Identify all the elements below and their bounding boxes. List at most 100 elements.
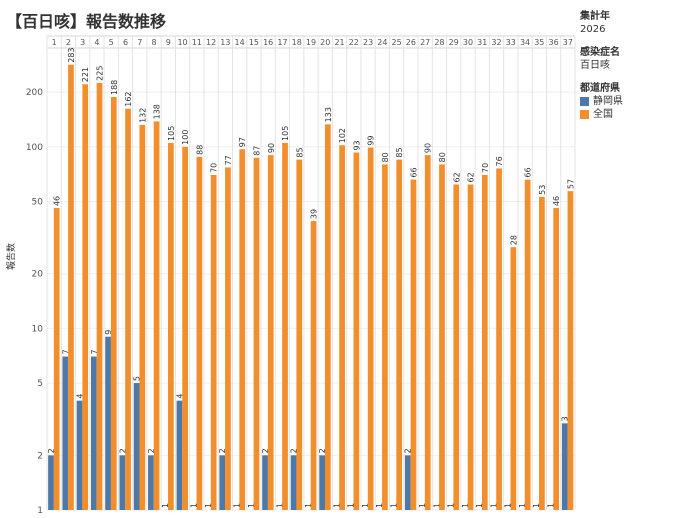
data-label: 2 (47, 448, 56, 453)
legend-item-shizuoka[interactable]: 静岡県 (580, 95, 623, 108)
x-tick-label: 4 (94, 38, 99, 47)
data-label: 57 (566, 179, 575, 189)
x-tick-label: 7 (137, 38, 142, 47)
data-label: 46 (552, 196, 561, 206)
x-tick-label: 14 (235, 38, 245, 47)
data-label: 28 (509, 235, 518, 245)
bar-national (239, 149, 246, 510)
bar-national (324, 124, 331, 510)
bar-national (139, 124, 146, 511)
x-tick-label: 5 (109, 38, 114, 47)
x-tick-label: 25 (392, 38, 402, 47)
bar-shizuoka (90, 356, 97, 510)
legend-title: 都道府県 (580, 83, 620, 94)
y-tick-label: 100 (26, 143, 43, 153)
bar-shizuoka (148, 455, 154, 510)
data-label: 97 (238, 137, 247, 147)
data-label: 100 (181, 130, 190, 145)
legend: 都道府県 静岡県 全国 (580, 82, 623, 121)
legend-swatch-shizuoka (580, 97, 589, 106)
data-label: 7 (90, 349, 99, 354)
data-label: 99 (367, 135, 376, 145)
data-label: 62 (452, 172, 461, 182)
disease-label: 感染症名 (580, 47, 620, 58)
bar-national (382, 164, 388, 510)
year-filter[interactable]: 集計年 2026 (580, 10, 623, 36)
bar-national (310, 221, 317, 510)
data-label: 1 (233, 503, 242, 508)
bar-national (296, 159, 303, 510)
x-tick-label: 34 (520, 38, 530, 47)
bar-national (282, 142, 288, 510)
data-label: 1 (447, 503, 456, 508)
data-label: 1 (504, 503, 513, 508)
x-tick-label: 9 (166, 38, 171, 47)
bar-national (567, 191, 574, 511)
x-tick-label: 29 (449, 38, 459, 47)
data-label: 1 (432, 503, 441, 508)
data-label: 7 (61, 349, 70, 354)
x-tick-label: 23 (363, 38, 373, 47)
legend-item-national[interactable]: 全国 (580, 108, 623, 121)
bar-national (467, 184, 474, 511)
bar-shizuoka (404, 455, 411, 510)
data-label: 2 (147, 448, 156, 453)
x-tick-label: 19 (306, 38, 316, 47)
data-label: 2 (290, 448, 299, 453)
bar-national (53, 208, 60, 510)
data-label: 1 (204, 503, 213, 508)
x-tick-label: 32 (491, 38, 501, 47)
data-label: 1 (546, 503, 555, 508)
data-label: 162 (124, 91, 133, 106)
data-label: 1 (532, 503, 541, 508)
x-tick-label: 30 (463, 38, 473, 47)
y-tick-label: 5 (37, 379, 43, 389)
disease-filter[interactable]: 感染症名 百日咳 (580, 46, 623, 72)
x-tick-label: 3 (80, 38, 85, 47)
x-tick-label: 15 (249, 38, 259, 47)
bar-national (153, 121, 160, 511)
bar-shizuoka (119, 455, 126, 510)
bar-shizuoka (262, 455, 268, 510)
bar-national (196, 156, 203, 511)
x-tick-label: 10 (177, 38, 187, 47)
y-tick-label: 20 (32, 270, 44, 280)
x-tick-label: 2 (66, 38, 71, 47)
data-label: 1 (347, 503, 356, 508)
data-label: 1 (361, 503, 370, 508)
x-tick-label: 17 (277, 38, 287, 47)
data-label: 105 (281, 126, 290, 141)
bar-national (182, 146, 188, 510)
y-tick-label: 2 (37, 451, 43, 461)
data-label: 221 (81, 67, 90, 82)
data-label: 1 (489, 503, 498, 508)
x-tick-label: 11 (192, 38, 202, 47)
bar-shizuoka (48, 455, 54, 510)
data-label: 70 (210, 163, 219, 173)
bar-national (424, 155, 431, 510)
data-label: 1 (461, 503, 470, 508)
x-tick-label: 20 (320, 38, 330, 47)
bar-national (96, 82, 103, 511)
data-label: 1 (418, 503, 427, 508)
x-tick-label: 24 (377, 38, 387, 47)
bar-national (453, 184, 460, 511)
data-label: 4 (76, 394, 85, 399)
bar-national (396, 159, 403, 510)
bar-national (110, 97, 117, 511)
bar-national (353, 152, 360, 510)
data-label: 2 (404, 448, 413, 453)
data-label: 3 (561, 416, 570, 421)
legend-label-national: 全国 (593, 109, 613, 120)
data-label: 2 (118, 448, 127, 453)
data-label: 53 (538, 185, 547, 195)
data-label: 87 (252, 146, 261, 156)
data-label: 1 (475, 503, 484, 508)
y-tick-label: 1 (37, 506, 43, 516)
data-label: 77 (224, 155, 233, 165)
data-label: 105 (167, 126, 176, 141)
data-label: 62 (467, 172, 476, 182)
bar-shizuoka (105, 336, 111, 510)
data-label: 70 (481, 163, 490, 173)
data-label: 132 (138, 108, 147, 123)
